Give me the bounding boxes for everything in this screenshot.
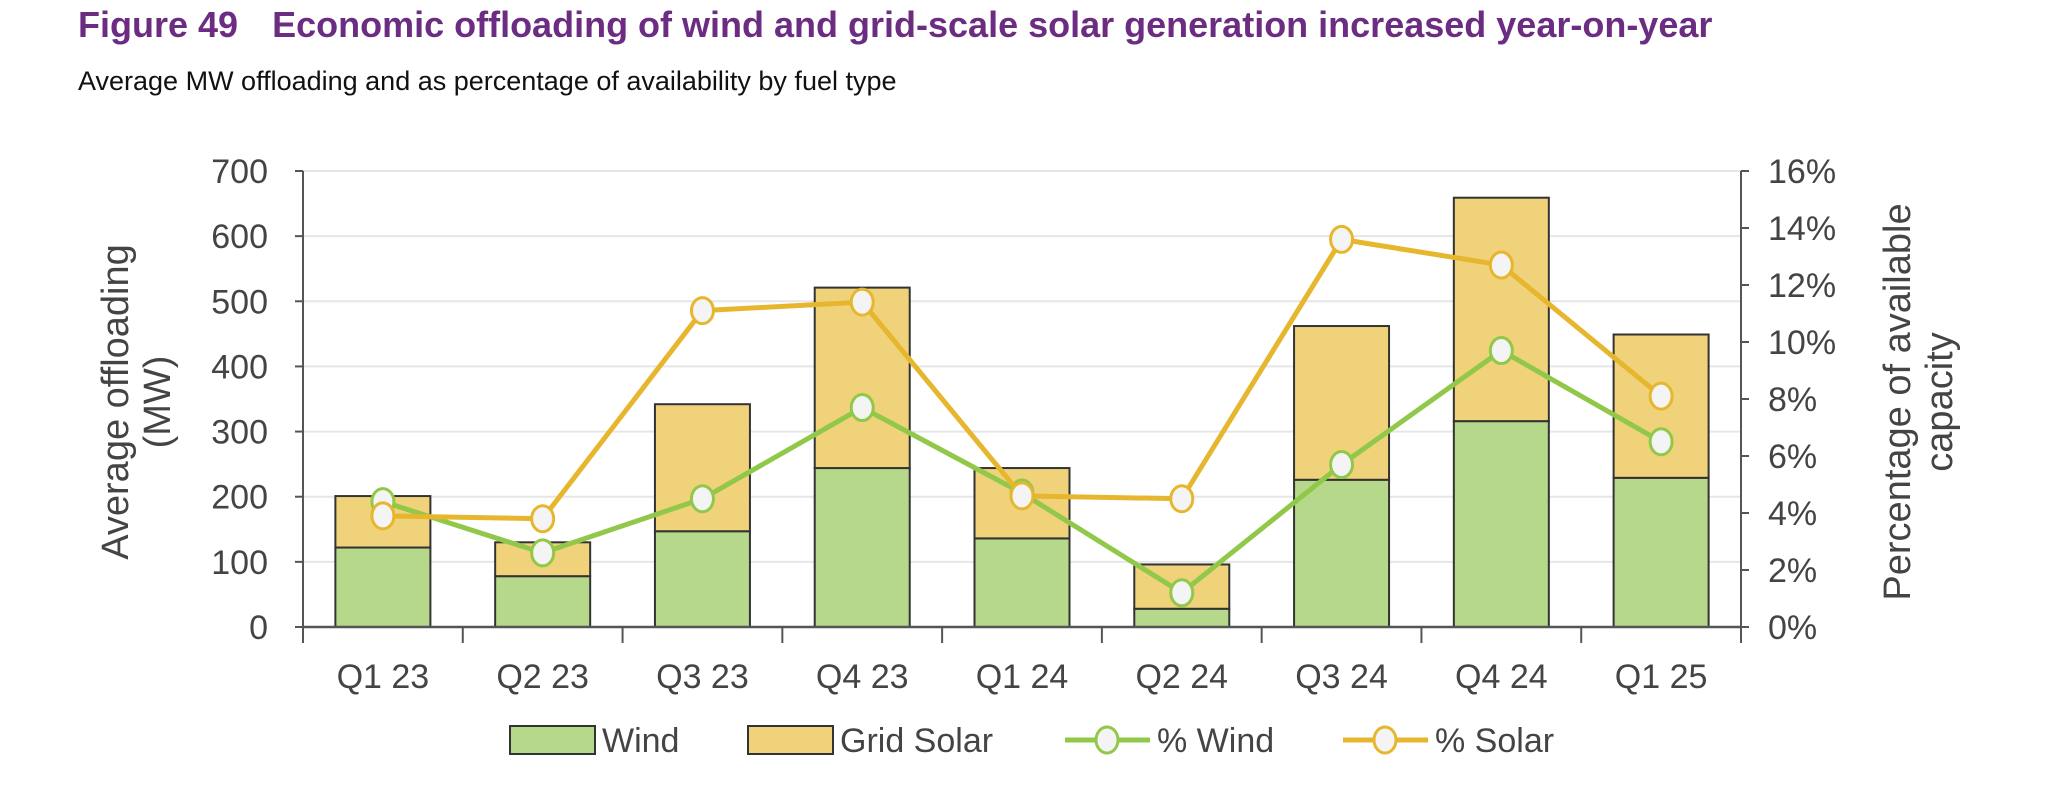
y2-tick-label: 0% — [1768, 609, 1817, 647]
y2-axis-title-line1: Percentage of available — [1877, 203, 1919, 600]
bar-wind — [1452, 420, 1550, 628]
point-marker — [689, 296, 715, 326]
legend-marker-pct-wind — [1094, 725, 1120, 755]
bar-wind — [1612, 476, 1710, 628]
y-tick-label: 600 — [211, 218, 268, 256]
x-tick-label: Q3 23 — [656, 658, 749, 696]
chart-subtitle: Average MW offloading and as percentage … — [78, 66, 897, 96]
chart-title: Figure 49 Economic offloading of wind and… — [78, 4, 1712, 46]
bar-wind — [494, 575, 592, 629]
y-tick-label: 200 — [211, 479, 268, 517]
point-marker — [1648, 427, 1674, 457]
y-tick-label: 500 — [211, 283, 268, 321]
x-tick-label: Q2 24 — [1135, 658, 1228, 696]
y2-tick-label: 10% — [1768, 324, 1836, 362]
bar-wind — [973, 537, 1071, 628]
bar-wind — [813, 467, 911, 628]
y2-tick-label: 14% — [1768, 210, 1836, 248]
y-axis-title-line1: Average offloading — [95, 244, 137, 560]
point-marker — [370, 501, 396, 531]
point-marker — [689, 484, 715, 514]
point-marker — [849, 287, 875, 317]
y-tick-label: 300 — [211, 414, 268, 452]
y2-tick-label: 2% — [1768, 552, 1817, 590]
point-marker — [1329, 450, 1355, 480]
bar-grid-solar — [813, 286, 911, 470]
y-tick-label: 700 — [211, 153, 268, 191]
x-tick-label: Q1 23 — [337, 658, 430, 696]
bar-wind — [334, 546, 432, 628]
bar-wind — [1293, 478, 1391, 628]
x-tick-label: Q3 24 — [1295, 658, 1388, 696]
bar-grid-solar — [1452, 196, 1550, 423]
legend-swatch-grid-solar — [747, 725, 834, 755]
y2-tick-label: 4% — [1768, 495, 1817, 533]
x-tick-label: Q1 24 — [976, 658, 1069, 696]
x-tick-label: Q2 23 — [496, 658, 589, 696]
point-marker — [1169, 484, 1195, 514]
legend-label-pct-wind: % Wind — [1157, 722, 1274, 760]
figure-title: Economic offloading of wind and grid-sca… — [272, 4, 1713, 45]
legend-label-pct-solar: % Solar — [1435, 722, 1554, 760]
y-tick-label: 100 — [211, 544, 268, 582]
figure-number: Figure 49 — [78, 4, 239, 45]
point-marker — [1329, 224, 1355, 254]
y2-tick-label: 8% — [1768, 381, 1817, 419]
point-marker — [530, 504, 556, 534]
y2-tick-label: 6% — [1768, 438, 1817, 476]
y-tick-label: 0 — [249, 609, 268, 647]
legend-marker-pct-solar — [1372, 725, 1398, 755]
legend-label-grid-solar: Grid Solar — [840, 722, 993, 760]
bar-wind — [653, 530, 751, 628]
point-marker — [1488, 336, 1514, 366]
bar-wind — [1133, 607, 1231, 629]
point-marker — [849, 393, 875, 423]
y2-tick-label: 16% — [1768, 153, 1836, 191]
x-tick-label: Q4 23 — [816, 658, 909, 696]
x-tick-label: Q1 25 — [1615, 658, 1708, 696]
point-marker — [1648, 381, 1674, 411]
x-tick-label: Q4 24 — [1455, 658, 1548, 696]
y-axis-title-line2: (MW) — [137, 356, 179, 449]
point-marker — [1169, 578, 1195, 608]
legend-label-wind: Wind — [602, 722, 679, 760]
y-tick-label: 400 — [211, 348, 268, 386]
legend-swatch-wind — [509, 725, 596, 755]
point-marker — [1009, 481, 1035, 511]
point-marker — [530, 538, 556, 568]
point-marker — [1488, 250, 1514, 280]
y2-tick-label: 12% — [1768, 267, 1836, 305]
y2-axis-title-line2: capacity — [1919, 332, 1961, 471]
